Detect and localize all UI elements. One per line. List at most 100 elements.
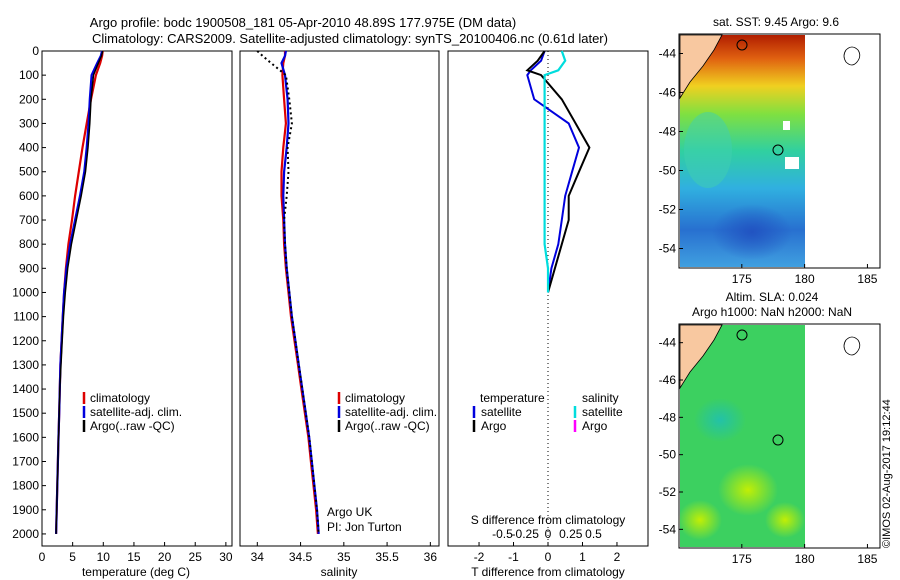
s-diff-tick-label: 0.25: [559, 527, 583, 541]
map-lat-label: -44: [659, 47, 677, 61]
legend-header-temperature: temperature: [480, 391, 545, 405]
map-lat-label: -48: [659, 410, 677, 424]
series-line-argo-raw-qc-: [256, 50, 320, 534]
depth-tick-label: 400: [19, 141, 39, 155]
x-tick-label: 35.5: [375, 550, 399, 564]
depth-tick-label: 1400: [12, 382, 39, 396]
map-lon-label: 175: [732, 552, 752, 566]
difference-legend: temperature salinity satellite Argo sate…: [472, 391, 623, 433]
x-tick-label: 20: [158, 550, 172, 564]
depth-tick-label: 500: [19, 165, 39, 179]
legend-label-satellite: satellite-adj. clim.: [90, 405, 182, 419]
sla-map-subtitle: Argo h1000: NaN h2000: NaN: [692, 305, 852, 319]
x-tick-label: 35: [337, 550, 351, 564]
x-tick-label: 1: [579, 550, 586, 564]
temperature-lines: [55, 50, 104, 534]
x-tick-label: 0: [545, 550, 552, 564]
depth-tick-label: 800: [19, 237, 39, 251]
series-line-temperature-satellite: [526, 50, 581, 293]
sla-map-panel: Altim. SLA: 0.024 Argo h1000: NaN h2000:…: [659, 290, 881, 566]
map-lat-label: -50: [659, 448, 677, 462]
depth-tick-label: 2000: [12, 527, 39, 541]
figure-title-line2: Climatology: CARS2009. Satellite-adjuste…: [92, 31, 608, 46]
sst-map-axes: 175 180 185 -44 -46 -48 -50 -52 -54: [659, 47, 878, 287]
salinity-xlabel: salinity: [321, 565, 358, 579]
x-tick-label: 30: [219, 550, 233, 564]
salinity-legend: climatology satellite-adj. clim. Argo(..…: [337, 391, 437, 433]
s-difference-label: S difference from climatology: [471, 513, 626, 527]
map-lon-label: 180: [795, 272, 815, 286]
sla-high-patch: [678, 500, 722, 540]
island-marker: [736, 329, 748, 341]
legend-label-temperature-satellite: satellite: [481, 405, 522, 419]
depth-tick-label: 1600: [12, 430, 39, 444]
map-lon-label: 185: [857, 272, 877, 286]
depth-tick-label: 1200: [12, 334, 39, 348]
sst-cloud-gap: [783, 121, 790, 130]
depth-tick-label: 700: [19, 213, 39, 227]
sla-land-new-zealand: [679, 324, 723, 390]
sst-warm-patch: [684, 112, 732, 188]
sla-map-axes: 175 180 185 -44 -46 -48 -50 -52 -54: [659, 336, 878, 566]
map-lon-label: 185: [857, 552, 877, 566]
legend-label-argo: Argo(..raw -QC): [345, 419, 430, 433]
depth-tick-label: 200: [19, 92, 39, 106]
salinity-lines: [256, 50, 320, 534]
s-diff-tick-label: 0.5: [585, 527, 602, 541]
x-tick-label: 36: [424, 550, 438, 564]
legend-label-satellite: satellite-adj. clim.: [345, 405, 437, 419]
temperature-legend: climatology satellite-adj. clim. Argo(..…: [82, 391, 182, 433]
depth-tick-label: 300: [19, 116, 39, 130]
data-source-label: Argo UK: [327, 505, 372, 519]
series-line-argo-raw-qc-: [55, 50, 104, 534]
imos-timestamp: ©IMOS 02-Aug-2017 19:12:44: [881, 399, 893, 548]
x-tick-label: 5: [69, 550, 76, 564]
x-tick-label: 34: [251, 550, 265, 564]
x-tick-label: -1: [508, 550, 519, 564]
depth-tick-label: 1500: [12, 406, 39, 420]
temperature-xlabel: temperature (deg C): [82, 565, 190, 579]
map-lat-label: -44: [659, 336, 677, 350]
difference-lines: [525, 50, 591, 293]
depth-tick-label: 1000: [12, 285, 39, 299]
depth-tick-label: 1300: [12, 358, 39, 372]
map-lat-label: -50: [659, 164, 677, 178]
legend-label-salinity-argo: Argo: [582, 419, 608, 433]
s-diff-tick-label: -0.25: [512, 527, 540, 541]
temperature-x-axis: 0 5 10 15 20 25 30: [39, 542, 233, 564]
series-line-salinity-satellite: [543, 50, 567, 293]
x-tick-label: 0: [39, 550, 46, 564]
sst-map-title: sat. SST: 9.45 Argo: 9.6: [713, 15, 839, 29]
pi-label: PI: Jon Turton: [327, 520, 402, 534]
legend-label-salinity-satellite: satellite: [582, 405, 623, 419]
legend-label-climatology: climatology: [345, 391, 405, 405]
sla-low-patch: [694, 398, 746, 442]
salinity-panel: 34 34.5 35 35.5 36 climatology satellite-adj…: [239, 50, 440, 579]
map-lat-label: -46: [659, 86, 677, 100]
argo-float-marker: [772, 144, 784, 156]
depth-tick-label: 1700: [12, 454, 39, 468]
temperature-axes-frame: [41, 50, 233, 547]
legend-label-climatology: climatology: [90, 391, 150, 405]
map-lat-label: -46: [659, 373, 677, 387]
depth-tick-label: 1800: [12, 479, 39, 493]
map-lat-label: -54: [659, 522, 677, 536]
map-lat-label: -48: [659, 125, 677, 139]
sla-high-patch: [718, 464, 778, 516]
x-tick-label: -2: [474, 550, 485, 564]
sst-map-panel: sat. SST: 9.45 Argo: 9.6 175 180 185 -44 -46…: [659, 15, 881, 287]
sst-land-new-zealand: [679, 34, 723, 100]
legend-header-salinity: salinity: [582, 391, 619, 405]
chatham-islands-outline: [843, 46, 861, 66]
depth-tick-label: 1900: [12, 503, 39, 517]
map-lon-label: 180: [795, 552, 815, 566]
sst-cloud-gap: [785, 157, 799, 169]
depth-tick-label: 1100: [13, 310, 39, 324]
x-tick-label: 34.5: [289, 550, 313, 564]
difference-x-axis: -2 -1 0 1 2 -0.5-0.25 0 0.25 0.5: [474, 527, 621, 564]
sla-map-title: Altim. SLA: 0.024: [726, 290, 819, 304]
series-line-temperature-argo: [525, 50, 591, 293]
difference-panel: -2 -1 0 1 2 -0.5-0.25 0 0.25 0.5 temperature sal…: [447, 50, 649, 579]
x-tick-label: 2: [614, 550, 621, 564]
